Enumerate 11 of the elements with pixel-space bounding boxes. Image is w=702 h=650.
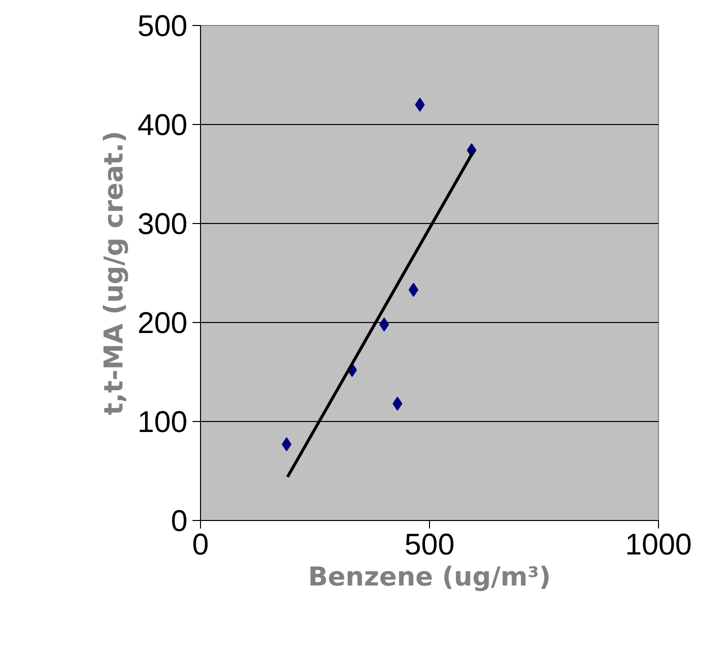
x-tick-label: 0 (192, 528, 209, 562)
y-tick-label: 0 (170, 505, 188, 538)
y-tick-label: 200 (137, 307, 188, 340)
y-tick-label: 100 (137, 406, 188, 439)
x-tick-label: 500 (404, 528, 455, 562)
y-tick-label: 400 (137, 109, 188, 142)
x-tick-label: 1000 (625, 528, 692, 562)
y-axis-title: t,t-MA (ug/g creat.) (99, 130, 130, 416)
y-tick-label: 500 (137, 10, 188, 43)
y-tick-label: 300 (137, 208, 188, 241)
x-axis-title: Benzene (ug/m³) (308, 562, 551, 592)
